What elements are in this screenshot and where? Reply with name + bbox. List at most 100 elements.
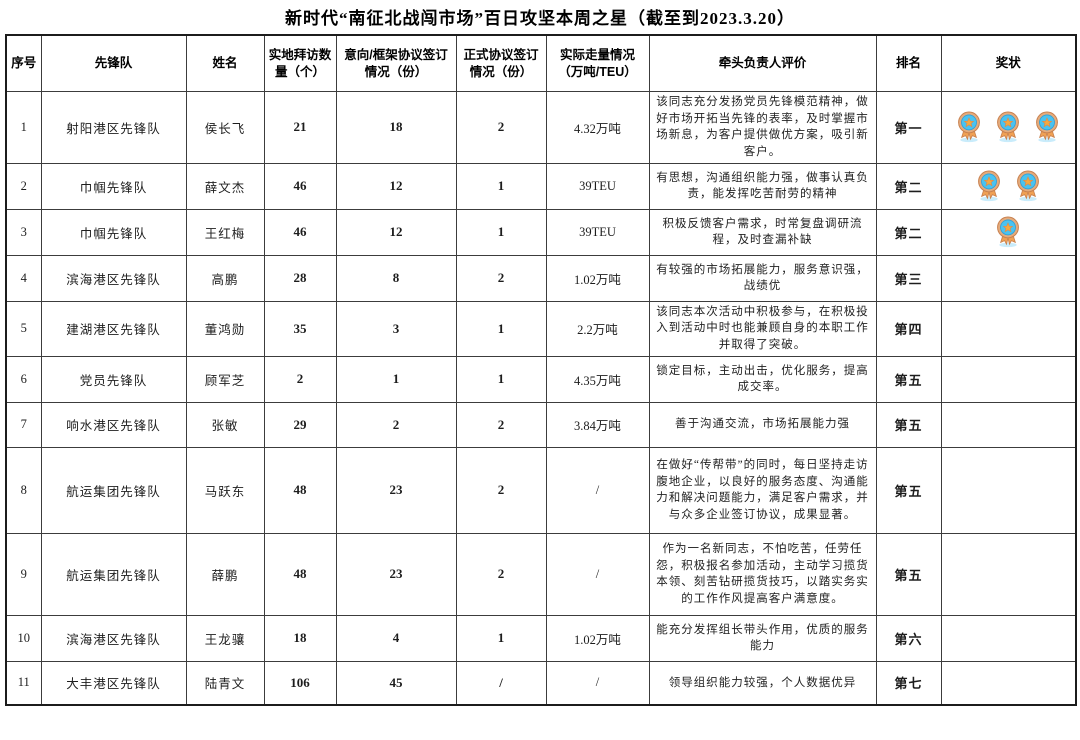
- table-row: 7 响水港区先锋队 张敏 29 2 2 3.84万吨 善于沟通交流，市场拓展能力强 第五: [5, 401, 1077, 448]
- seq-cell: 6: [5, 355, 42, 403]
- rank-cell: 第三: [875, 254, 942, 302]
- intent-cell: 18: [335, 91, 457, 164]
- medal-group: [946, 170, 1072, 202]
- col-header-formal: 正式协议签订情况（份）: [455, 34, 547, 92]
- evaluation-cell: 有较强的市场拓展能力，服务意识强，战绩优: [648, 254, 877, 302]
- document-page: 新时代“南征北战闯市场”百日攻坚本周之星（截至到2023.3.20） 序号 先锋…: [5, 9, 1077, 707]
- col-header-name: 姓名: [185, 34, 265, 92]
- name-cell: 张敏: [185, 401, 265, 448]
- seq-cell: 7: [5, 401, 42, 448]
- seq-cell: 11: [5, 660, 42, 706]
- table-body: 1 射阳港区先锋队 侯长飞 21 18 2 4.32万吨 该同志充分发扬党员先锋模范精神，做好…: [5, 91, 1077, 706]
- intent-cell: 1: [335, 355, 457, 403]
- award-cell: [940, 660, 1077, 706]
- volume-cell: /: [545, 446, 650, 534]
- visits-cell: 48: [263, 446, 337, 534]
- volume-cell: /: [545, 532, 650, 616]
- seq-cell: 10: [5, 614, 42, 662]
- visits-cell: 28: [263, 254, 337, 302]
- rank-cell: 第五: [875, 401, 942, 448]
- table-row: 6 党员先锋队 顾军芝 2 1 1 4.35万吨 锁定目标，主动出击，优化服务，提高成交率。第…: [5, 355, 1077, 403]
- team-cell: 响水港区先锋队: [40, 401, 187, 448]
- volume-cell: /: [545, 660, 650, 706]
- award-cell: [940, 91, 1077, 164]
- rank-cell: 第七: [875, 660, 942, 706]
- seq-cell: 9: [5, 532, 42, 616]
- page-title: 新时代“南征北战闯市场”百日攻坚本周之星（截至到2023.3.20）: [285, 9, 795, 28]
- award-cell: [940, 401, 1077, 448]
- visits-cell: 35: [263, 300, 337, 357]
- formal-cell: 2: [455, 401, 547, 448]
- seq-cell: 4: [5, 254, 42, 302]
- volume-cell: 39TEU: [545, 162, 650, 210]
- evaluation-cell: 有思想，沟通组织能力强，做事认真负责，能发挥吃苦耐劳的精神: [648, 162, 877, 210]
- evaluation-cell: 领导组织能力较强，个人数据优异: [648, 660, 877, 706]
- intent-cell: 12: [335, 208, 457, 256]
- name-cell: 陆青文: [185, 660, 265, 706]
- rank-cell: 第二: [875, 162, 942, 210]
- seq-cell: 3: [5, 208, 42, 256]
- name-cell: 侯长飞: [185, 91, 265, 164]
- col-header-evaluation: 牵头负责人评价: [648, 34, 877, 92]
- col-header-intent: 意向/框架协议签订情况（份）: [335, 34, 457, 92]
- visits-cell: 48: [263, 532, 337, 616]
- table-row: 3 巾帼先锋队 王红梅 46 12 1 39TEU 积极反馈客户需求，时常复盘调研流程，及时查…: [5, 208, 1077, 256]
- col-header-volume: 实际走量情况（万吨/TEU）: [545, 34, 650, 92]
- name-cell: 王龙骧: [185, 614, 265, 662]
- visits-cell: 106: [263, 660, 337, 706]
- visits-cell: 46: [263, 208, 337, 256]
- seq-cell: 1: [5, 91, 42, 164]
- formal-cell: 2: [455, 532, 547, 616]
- visits-cell: 46: [263, 162, 337, 210]
- evaluation-cell: 能充分发挥组长带头作用，优质的服务能力: [648, 614, 877, 662]
- medal-icon: [1013, 170, 1043, 202]
- table-header: 序号 先锋队 姓名 实地拜访数量（个） 意向/框架协议签订情况（份） 正式协议签…: [5, 34, 1077, 92]
- name-cell: 薛鹏: [185, 532, 265, 616]
- volume-cell: 3.84万吨: [545, 401, 650, 448]
- volume-cell: 1.02万吨: [545, 614, 650, 662]
- evaluation-cell: 作为一名新同志，不怕吃苦，任劳任怨，积极报名参加活动，主动学习揽货本领、刻苦钻研…: [648, 532, 877, 616]
- evaluation-cell: 该同志充分发扬党员先锋模范精神，做好市场开拓当先锋的表率，及时掌握市场新息，为客…: [648, 91, 877, 164]
- col-header-seq: 序号: [5, 34, 42, 92]
- formal-cell: 1: [455, 208, 547, 256]
- medal-icon: [993, 111, 1023, 143]
- award-cell: [940, 355, 1077, 403]
- table-row: 9 航运集团先锋队 薛鹏 48 23 2/作为一名新同志，不怕吃苦，任劳任怨，积极报名参加…: [5, 532, 1077, 616]
- seq-cell: 8: [5, 446, 42, 534]
- formal-cell: 1: [455, 614, 547, 662]
- table-row: 10 滨海港区先锋队 王龙骧 18 4 1 1.02万吨 能充分发挥组长带头作用，优质的服务能…: [5, 614, 1077, 662]
- medal-icon: [993, 216, 1023, 248]
- team-cell: 滨海港区先锋队: [40, 614, 187, 662]
- volume-cell: 1.02万吨: [545, 254, 650, 302]
- team-cell: 航运集团先锋队: [40, 532, 187, 616]
- volume-cell: 4.35万吨: [545, 355, 650, 403]
- volume-cell: 2.2万吨: [545, 300, 650, 357]
- intent-cell: 4: [335, 614, 457, 662]
- team-cell: 党员先锋队: [40, 355, 187, 403]
- rank-cell: 第五: [875, 532, 942, 616]
- name-cell: 马跃东: [185, 446, 265, 534]
- team-cell: 大丰港区先锋队: [40, 660, 187, 706]
- seq-cell: 2: [5, 162, 42, 210]
- seq-cell: 5: [5, 300, 42, 357]
- header-row: 序号 先锋队 姓名 实地拜访数量（个） 意向/框架协议签订情况（份） 正式协议签…: [5, 34, 1077, 92]
- visits-cell: 2: [263, 355, 337, 403]
- evaluation-cell: 锁定目标，主动出击，优化服务，提高成交率。: [648, 355, 877, 403]
- team-cell: 滨海港区先锋队: [40, 254, 187, 302]
- formal-cell: 1: [455, 355, 547, 403]
- weekly-star-table: 序号 先锋队 姓名 实地拜访数量（个） 意向/框架协议签订情况（份） 正式协议签…: [5, 34, 1077, 707]
- visits-cell: 21: [263, 91, 337, 164]
- col-header-team: 先锋队: [40, 34, 187, 92]
- table-row: 1 射阳港区先锋队 侯长飞 21 18 2 4.32万吨 该同志充分发扬党员先锋模范精神，做好…: [5, 91, 1077, 164]
- evaluation-cell: 在做好“传帮带”的同时，每日坚持走访腹地企业，以良好的服务态度、沟通能力和解决问…: [648, 446, 877, 534]
- volume-cell: 39TEU: [545, 208, 650, 256]
- team-cell: 射阳港区先锋队: [40, 91, 187, 164]
- col-header-award: 奖状: [940, 34, 1077, 92]
- col-header-rank: 排名: [875, 34, 942, 92]
- award-cell: [940, 446, 1077, 534]
- name-cell: 王红梅: [185, 208, 265, 256]
- award-cell: [940, 162, 1077, 210]
- formal-cell: 2: [455, 254, 547, 302]
- medal-icon: [974, 170, 1004, 202]
- table-row: 4 滨海港区先锋队 高鹏 28 8 2 1.02万吨 有较强的市场拓展能力，服务意识强，战绩优…: [5, 254, 1077, 302]
